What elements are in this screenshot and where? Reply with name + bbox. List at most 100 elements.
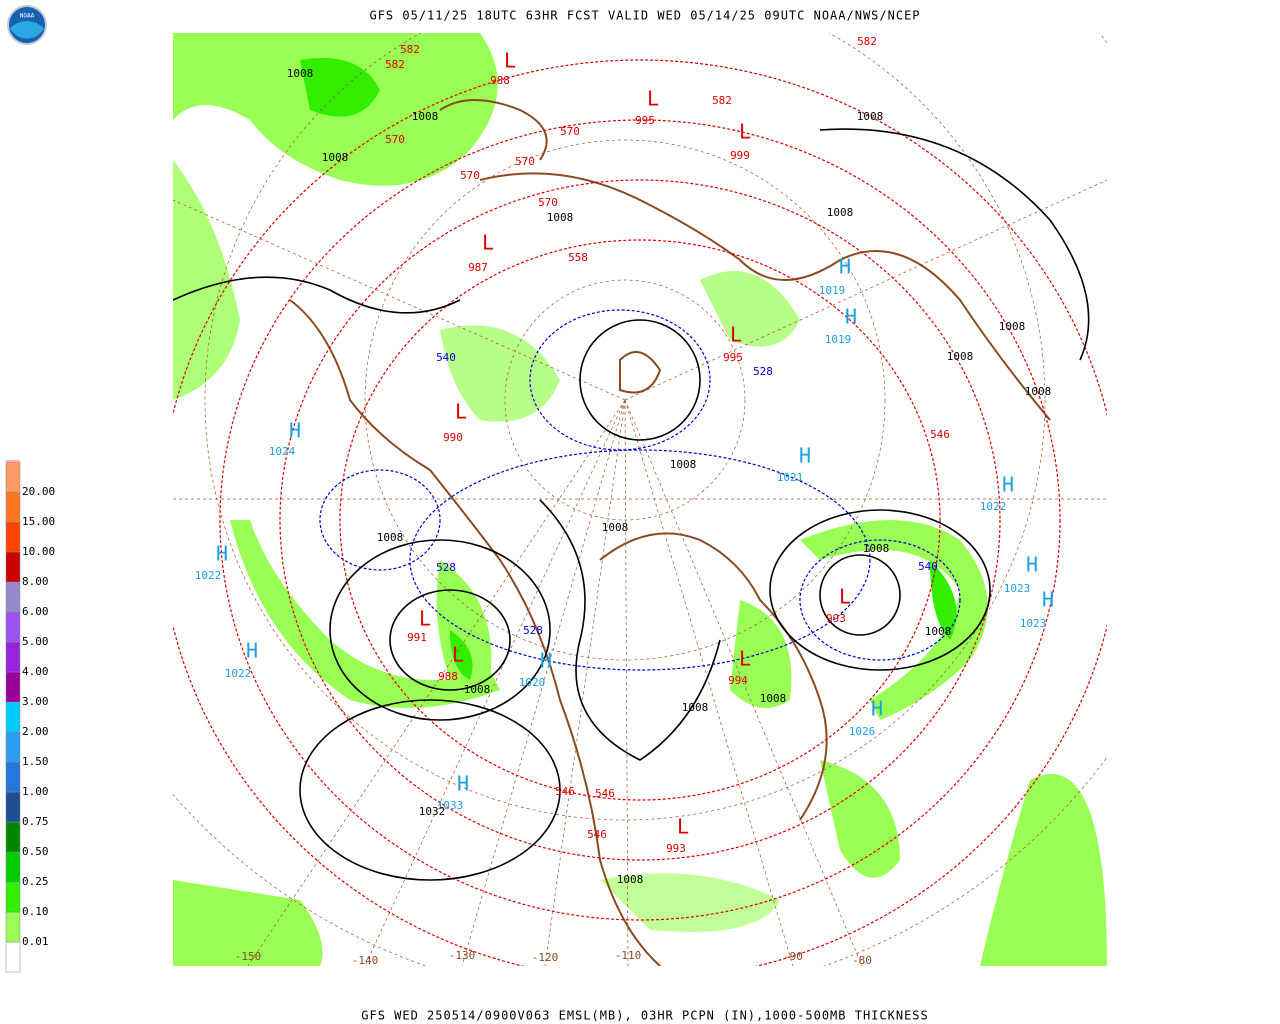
center-pressure: 1022 xyxy=(225,667,252,680)
thickness-label: 528 xyxy=(436,561,456,574)
legend-swatch xyxy=(5,461,21,493)
longitude-label: -150 xyxy=(235,950,262,963)
legend-swatch xyxy=(5,881,21,913)
center-pressure: 988 xyxy=(490,74,510,87)
legend-swatch xyxy=(5,641,21,673)
legend-swatch xyxy=(5,851,21,883)
longitude-label: -120 xyxy=(532,951,559,964)
center-mark: H xyxy=(540,649,552,673)
center-pressure: 1022 xyxy=(195,569,222,582)
legend-swatch xyxy=(5,791,21,823)
center-pressure: 995 xyxy=(723,351,743,364)
legend-label: 8.00 xyxy=(22,575,49,588)
legend-label: 2.00 xyxy=(22,725,49,738)
legend-label: 5.00 xyxy=(22,635,49,648)
isobar-label: 1032 xyxy=(419,805,446,818)
noaa-logo: NOAA xyxy=(7,5,47,45)
thickness-label: 570 xyxy=(460,169,480,182)
center-mark: H xyxy=(289,419,301,443)
isobar-label: 1008 xyxy=(947,350,974,363)
center-mark: H xyxy=(839,255,851,279)
thickness-label: 582 xyxy=(400,43,420,56)
thickness-label: 570 xyxy=(385,133,405,146)
graticule xyxy=(173,33,1107,966)
center-pressure: 994 xyxy=(728,674,748,687)
center-pressure: 1022 xyxy=(980,500,1007,513)
isobar-label: 1008 xyxy=(857,110,884,123)
legend-swatch xyxy=(5,491,21,523)
center-mark: L xyxy=(739,647,751,671)
center-mark: H xyxy=(216,542,228,566)
legend-swatch xyxy=(5,611,21,643)
legend-swatch xyxy=(5,521,21,553)
thickness-label: 558 xyxy=(568,251,588,264)
center-pressure: 990 xyxy=(443,431,463,444)
thickness-label: 570 xyxy=(560,125,580,138)
center-pressure: 1019 xyxy=(819,284,846,297)
center-mark: L xyxy=(419,607,431,631)
isobar-label: 1008 xyxy=(999,320,1026,333)
legend-swatch xyxy=(5,821,21,853)
isobar-label: 1008 xyxy=(925,625,952,638)
thickness-label: 528 xyxy=(523,624,543,637)
thickness-contours-cold xyxy=(319,309,961,671)
isobar-label: 1008 xyxy=(1025,385,1052,398)
precip-legend: 0.01 0.10 0.25 0.50 0.75 1.00 1.50 2.00 3.00 4.00… xyxy=(5,460,55,973)
thickness-label: 546 xyxy=(587,828,607,841)
center-mark: H xyxy=(1042,588,1054,612)
center-pressure: 988 xyxy=(438,670,458,683)
legend-label: 1.50 xyxy=(22,755,49,768)
center-pressure: 993 xyxy=(826,612,846,625)
map-footer: GFS WED 250514/0900V063 EMSL(MB), 03HR P… xyxy=(361,1009,929,1023)
coastlines xyxy=(289,99,1051,966)
legend-label: 0.25 xyxy=(22,875,49,888)
isobar-label: 1008 xyxy=(617,873,644,886)
thickness-label: 540 xyxy=(436,351,456,364)
center-mark: L xyxy=(730,323,742,347)
legend-label: 1.00 xyxy=(22,785,49,798)
center-mark: L xyxy=(677,815,689,839)
longitude-label: -110 xyxy=(615,949,642,962)
legend-label: 10.00 xyxy=(22,545,55,558)
center-pressure: 1024 xyxy=(269,445,296,458)
longitude-label: -130 xyxy=(449,949,476,962)
thickness-contours xyxy=(173,59,1107,966)
center-pressure: 993 xyxy=(666,842,686,855)
center-pressure: 1033 xyxy=(437,799,464,812)
center-pressure: 991 xyxy=(407,631,427,644)
center-mark: L xyxy=(739,120,751,144)
isobar-label: 1008 xyxy=(682,701,709,714)
legend-label: 4.00 xyxy=(22,665,49,678)
precip-shading-heavy xyxy=(300,58,957,680)
longitude-label: -140 xyxy=(352,954,379,967)
map-title: GFS 05/11/25 18UTC 63HR FCST VALID WED 0… xyxy=(369,9,920,23)
center-mark: L xyxy=(455,400,467,424)
legend-label: 0.10 xyxy=(22,905,49,918)
legend-swatch xyxy=(5,941,21,973)
legend-label: 0.50 xyxy=(22,845,49,858)
thickness-label: 570 xyxy=(538,196,558,209)
center-mark: H xyxy=(799,444,811,468)
center-mark: H xyxy=(845,305,857,329)
center-pressure: 1023 xyxy=(1020,617,1047,630)
isobar-label: 1008 xyxy=(863,542,890,555)
isobar-label: 1008 xyxy=(602,521,629,534)
center-pressure: 999 xyxy=(730,149,750,162)
thickness-label: 570 xyxy=(515,155,535,168)
isobar-label: 1008 xyxy=(322,151,349,164)
legend-swatch xyxy=(5,761,21,793)
legend-swatch xyxy=(5,701,21,733)
center-pressure: 987 xyxy=(468,261,488,274)
isobar-label: 1008 xyxy=(464,683,491,696)
legend-label: 3.00 xyxy=(22,695,49,708)
center-mark: H xyxy=(246,639,258,663)
center-mark: H xyxy=(1026,553,1038,577)
center-pressure: 1020 xyxy=(519,676,546,689)
legend-swatch xyxy=(6,460,20,462)
isobars xyxy=(173,128,1090,881)
thickness-label: 546 xyxy=(595,787,615,800)
isobar-label: 1008 xyxy=(412,110,439,123)
legend-swatch xyxy=(5,731,21,763)
